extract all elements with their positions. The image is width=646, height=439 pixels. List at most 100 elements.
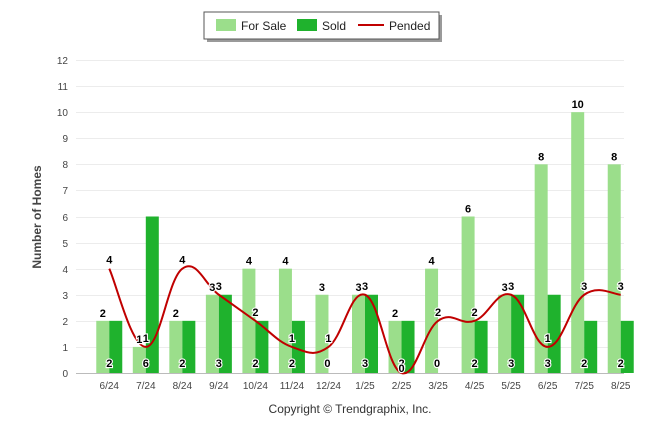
label-sold: 2 (618, 358, 624, 370)
label-pended: 1 (545, 333, 551, 345)
bar-for-sale (242, 268, 256, 373)
x-tick-label: 8/24 (173, 381, 193, 392)
label-pended: 4 (179, 255, 186, 267)
bar-for-sale (425, 268, 439, 373)
y-tick-label: 0 (62, 369, 68, 380)
bar-sold (401, 320, 415, 373)
x-tick-label: 12/24 (316, 381, 341, 392)
label-sold: 3 (545, 358, 551, 370)
bar-for-sale (461, 216, 475, 373)
label-for-sale: 8 (611, 151, 617, 163)
label-for-sale: 8 (538, 151, 544, 163)
label-pended: 2 (435, 307, 441, 319)
y-tick-label: 2 (62, 317, 68, 328)
bar-for-sale (571, 112, 585, 374)
label-sold: 3 (216, 358, 222, 370)
bar-for-sale (205, 294, 219, 373)
legend-label-for-sale: For Sale (241, 19, 287, 33)
label-sold: 2 (106, 358, 112, 370)
legend-box (203, 11, 440, 40)
y-tick-label: 5 (62, 239, 68, 250)
x-tick-label: 11/24 (280, 381, 305, 392)
y-tick-label: 12 (57, 56, 69, 67)
label-for-sale: 2 (173, 308, 179, 320)
label-for-sale: 4 (282, 256, 289, 268)
y-axis-title: Number of Homes (30, 165, 44, 269)
legend-swatch-for-sale (216, 19, 236, 31)
y-tick-label: 8 (62, 160, 68, 171)
label-sold: 2 (398, 358, 404, 370)
label-sold: 3 (508, 358, 514, 370)
y-tick-label: 4 (62, 265, 68, 276)
label-pended: 1 (325, 333, 331, 345)
x-tick-label: 1/25 (355, 381, 375, 392)
pended-line-layer (108, 265, 621, 375)
copyright-credit: Copyright © Trendgraphix, Inc. (269, 402, 432, 416)
y-tick-label: 7 (62, 186, 68, 197)
legend-swatch-sold (297, 19, 317, 31)
label-pended: 3 (508, 281, 514, 293)
y-tick-label: 3 (62, 291, 68, 302)
bar-for-sale (278, 268, 292, 373)
label-pended: 2 (472, 307, 478, 319)
bars-layer (96, 112, 634, 374)
bar-for-sale (498, 294, 512, 373)
x-tick-label: 4/25 (465, 381, 485, 392)
label-for-sale: 2 (100, 308, 106, 320)
label-for-sale: 3 (502, 282, 508, 294)
y-tick-label: 10 (57, 108, 69, 119)
bar-sold (291, 320, 305, 373)
grid-layer (76, 60, 624, 374)
bar-for-sale (169, 320, 183, 373)
label-sold: 2 (289, 358, 295, 370)
label-sold: 2 (179, 358, 185, 370)
label-for-sale: 10 (572, 99, 584, 111)
bar-for-sale (96, 320, 110, 373)
legend: For Sale Sold Pended (203, 11, 442, 42)
pended-line (108, 265, 621, 375)
bar-sold (218, 294, 232, 373)
x-tick-label: 2/25 (392, 381, 412, 392)
bar-for-sale (132, 346, 146, 373)
x-tick-label: 5/25 (501, 381, 521, 392)
bar-sold (145, 216, 159, 373)
label-sold: 6 (143, 358, 149, 370)
bar-sold (255, 320, 269, 373)
label-for-sale: 4 (246, 256, 253, 268)
label-for-sale: 6 (465, 204, 471, 216)
x-tick-label: 7/25 (574, 381, 594, 392)
bar-sold (365, 294, 378, 373)
x-tick-label: 7/24 (136, 381, 156, 392)
label-pended: 3 (581, 281, 587, 293)
bar-sold (511, 294, 525, 373)
x-tick-labels: 6/24 7/24 8/24 9/24 10/24 11/24 12/24 1/25 2/25 3… (100, 381, 631, 392)
bar-for-sale (352, 294, 365, 373)
y-tick-label: 1 (62, 343, 68, 354)
x-tick-label: 6/25 (538, 381, 558, 392)
label-pended: 4 (106, 255, 113, 267)
label-pended: 3 (216, 281, 222, 293)
label-for-sale: 3 (355, 282, 361, 294)
bar-for-sale (534, 164, 548, 373)
label-pended: 2 (252, 307, 258, 319)
bar-sold (547, 294, 561, 373)
label-for-sale: 1 (136, 334, 142, 346)
bar-sold (109, 320, 123, 373)
bar-sold (182, 320, 196, 373)
data-labels-layer: 2241612243334224213013332204026223338311… (99, 98, 625, 376)
label-pended: 1 (143, 333, 149, 345)
bar-for-sale (607, 164, 621, 373)
label-sold: 0 (434, 358, 440, 370)
label-sold: 2 (472, 358, 478, 370)
label-sold: 3 (362, 358, 368, 370)
x-tick-label: 3/25 (428, 381, 448, 392)
bar-sold (584, 320, 598, 373)
label-sold: 2 (581, 358, 587, 370)
label-for-sale: 3 (319, 282, 325, 294)
bar-for-sale (315, 294, 329, 373)
label-for-sale: 4 (429, 256, 436, 268)
x-tick-label: 9/24 (209, 381, 229, 392)
